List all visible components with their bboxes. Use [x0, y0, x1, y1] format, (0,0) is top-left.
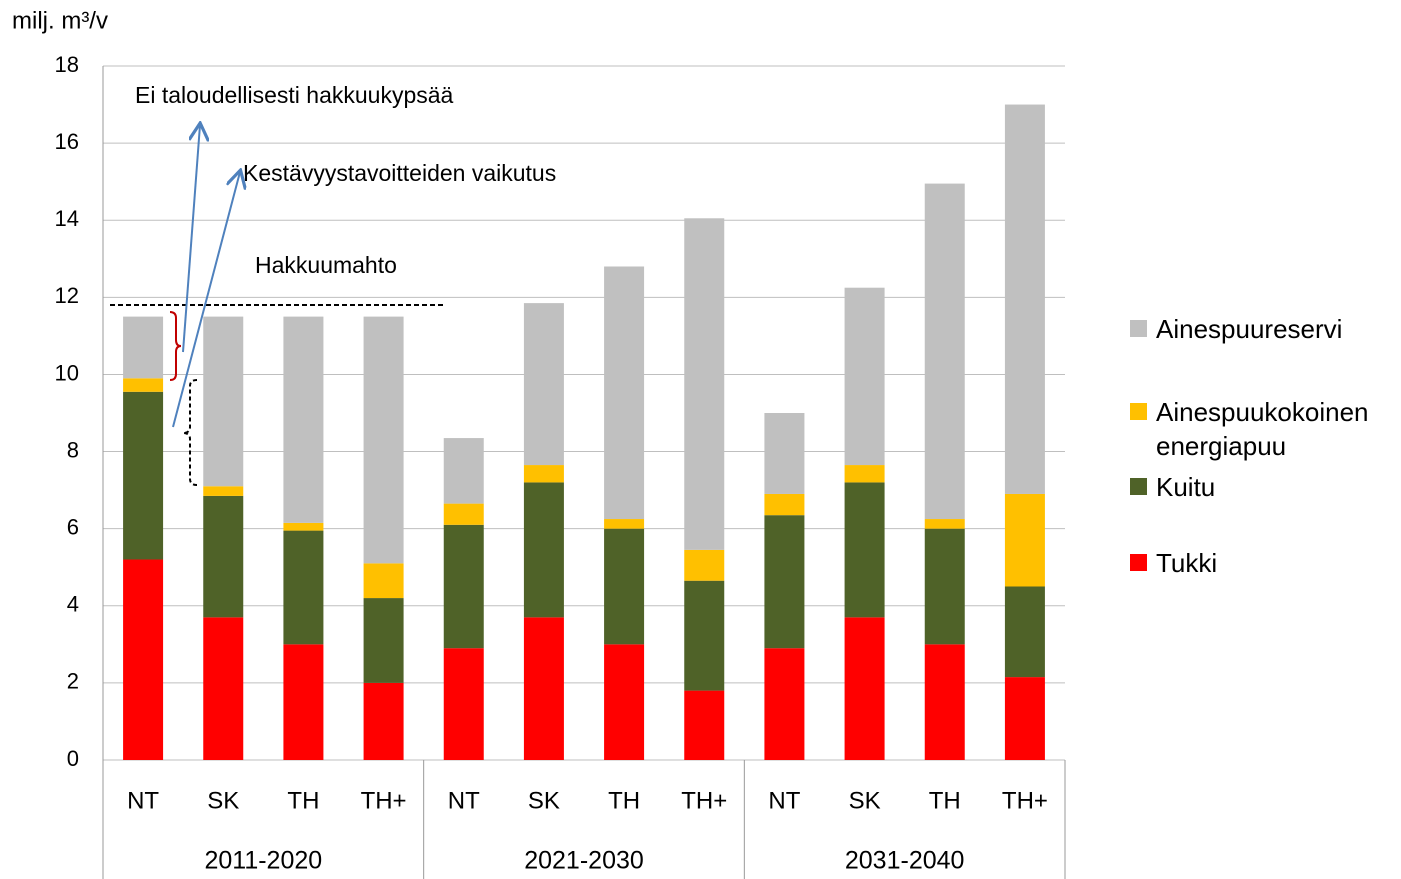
bar-segment	[684, 218, 725, 550]
bar-segment	[443, 648, 484, 760]
group-label: 2011-2020	[204, 847, 322, 875]
x-tick-label: SK	[528, 787, 560, 814]
x-tick-label: TH	[608, 787, 640, 814]
bracket	[182, 379, 198, 486]
bar-segment	[363, 682, 404, 760]
x-tick-label: TH	[287, 787, 319, 814]
bar-segment	[123, 391, 164, 560]
y-tick-label: 14	[55, 206, 79, 231]
bar-segment	[924, 528, 965, 645]
bar-segment	[684, 549, 725, 581]
bar-segment	[844, 287, 885, 466]
legend-label: Ainespuureservi	[1156, 314, 1343, 344]
legend-swatch	[1130, 403, 1147, 420]
legend-swatch	[1130, 320, 1147, 337]
bar-segment	[523, 303, 564, 466]
bar-segment	[283, 522, 324, 531]
annotation: Ei taloudellisesti hakkuukypsää	[135, 82, 454, 108]
bar-segment	[283, 316, 324, 523]
y-tick-label: 0	[67, 746, 79, 771]
bar-segment	[363, 563, 404, 599]
bar-segment	[764, 493, 805, 516]
legend-item: Ainespuukokoinen energiapuu	[1130, 395, 1400, 463]
bar-segment	[123, 316, 164, 379]
bar-segment	[604, 644, 645, 760]
x-tick-label: TH+	[1002, 787, 1048, 814]
bar-segment	[844, 482, 885, 618]
bar-segment	[523, 465, 564, 483]
annotation: Kestävyystavoitteiden vaikutus	[243, 160, 556, 186]
bar-segment	[604, 519, 645, 529]
bar-segment	[523, 482, 564, 618]
bar-segment	[924, 519, 965, 529]
y-tick-label: 4	[67, 592, 79, 617]
bar-segment	[203, 486, 244, 496]
annotation: Hakkuumahto	[255, 252, 397, 278]
bar-segment	[123, 559, 164, 760]
bar-segment	[1004, 104, 1045, 494]
arrow	[182, 125, 200, 353]
x-tick-label: TH+	[681, 787, 727, 814]
legend-label: Kuitu	[1156, 472, 1216, 502]
x-tick-label: NT	[768, 787, 800, 814]
bar-segment	[684, 580, 725, 691]
legend-swatch	[1130, 478, 1147, 495]
bar-segment	[283, 644, 324, 760]
bar-segment	[363, 316, 404, 564]
y-tick-label: 8	[67, 437, 79, 462]
y-tick-label: 6	[67, 514, 79, 539]
bar-segment	[764, 515, 805, 649]
x-tick-label: NT	[448, 787, 480, 814]
legend-swatch	[1130, 554, 1147, 571]
bar-segment	[764, 413, 805, 494]
bar-segment	[203, 617, 244, 760]
x-tick-label: SK	[849, 787, 881, 814]
bar-segment	[1004, 677, 1045, 760]
bar-segment	[203, 495, 244, 618]
x-tick-label: NT	[127, 787, 159, 814]
y-axis-label: milj. m³/v	[12, 7, 108, 34]
bar-segment	[844, 617, 885, 760]
bar-segment	[443, 503, 484, 525]
group-label: 2031-2040	[845, 847, 965, 875]
y-tick-label: 12	[55, 283, 79, 308]
legend-label: Ainespuukokoinen energiapuu	[1156, 397, 1369, 461]
x-tick-label: TH	[929, 787, 961, 814]
y-tick-label: 18	[55, 52, 79, 77]
bar-segment	[684, 690, 725, 760]
bar-segment	[443, 524, 484, 649]
bar-segment	[123, 378, 164, 392]
bar-segment	[523, 617, 564, 760]
group-label: 2021-2030	[524, 847, 644, 875]
bar-segment	[203, 316, 244, 487]
x-tick-label: SK	[207, 787, 239, 814]
bar-segment	[283, 530, 324, 645]
bar-segment	[924, 644, 965, 760]
bar-segment	[924, 183, 965, 520]
bar-segment	[844, 465, 885, 483]
y-tick-label: 2	[67, 669, 79, 694]
legend-label: Tukki	[1156, 548, 1218, 578]
legend-item: Kuitu	[1130, 470, 1400, 504]
bar-segment	[1004, 493, 1045, 587]
bar-segment	[1004, 586, 1045, 678]
bar-segment	[443, 438, 484, 504]
bar-segment	[604, 266, 645, 520]
y-tick-label: 10	[55, 360, 79, 385]
x-tick-label: TH+	[361, 787, 407, 814]
bar-segment	[363, 598, 404, 683]
arrow	[172, 172, 240, 428]
bar-segment	[764, 648, 805, 760]
legend-item: Tukki	[1130, 546, 1400, 580]
bracket	[169, 311, 182, 381]
legend-item: Ainespuureservi	[1130, 312, 1400, 346]
bar-segment	[604, 528, 645, 645]
y-tick-label: 16	[55, 129, 79, 154]
